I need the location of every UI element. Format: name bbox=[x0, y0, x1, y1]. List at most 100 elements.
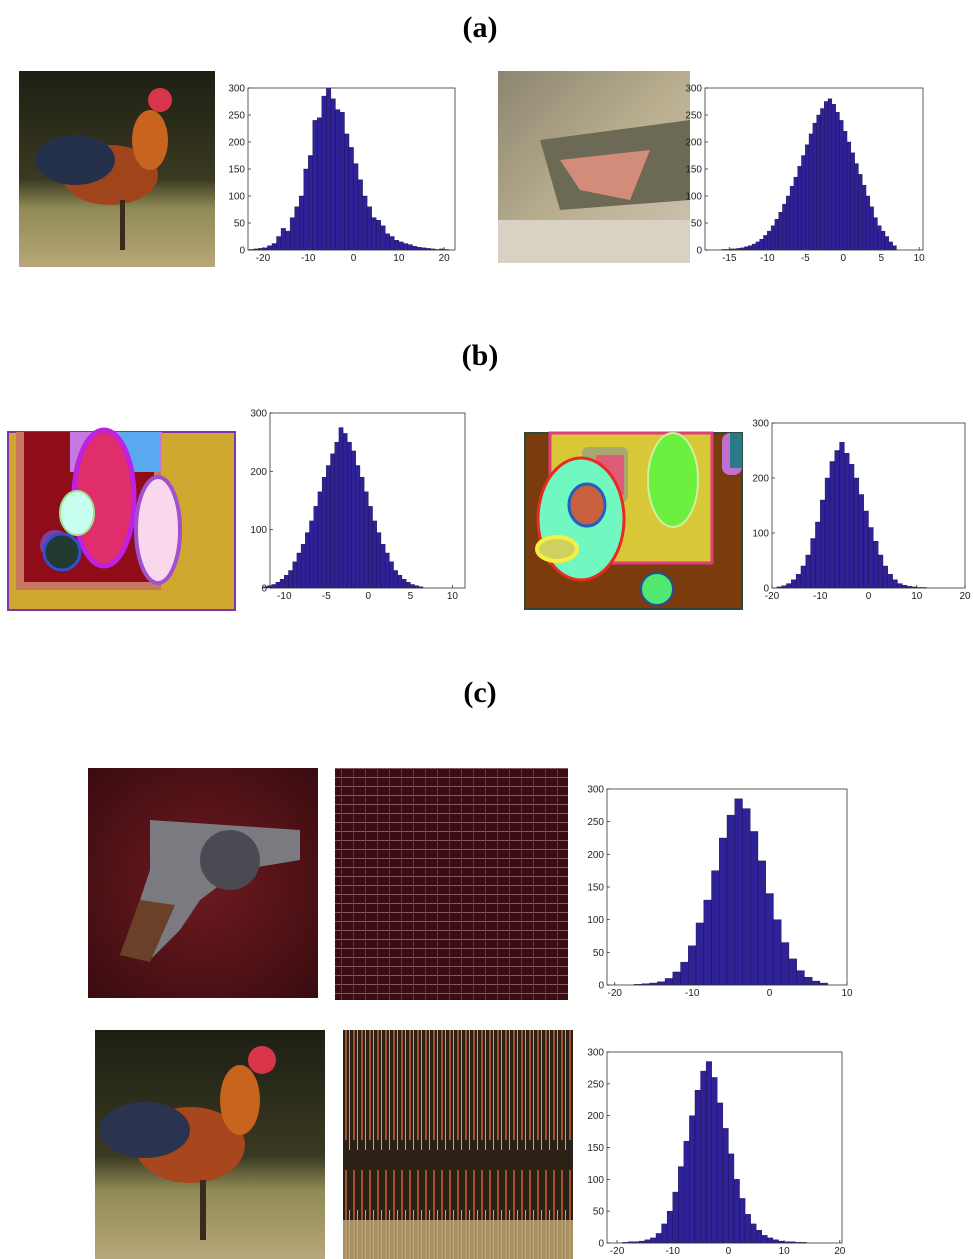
bar bbox=[806, 555, 811, 588]
bar bbox=[789, 959, 797, 985]
bar bbox=[734, 1179, 740, 1243]
x-tick-label: -10 bbox=[301, 253, 316, 264]
bar bbox=[888, 574, 893, 588]
bar bbox=[406, 582, 410, 588]
x-tick-label: 10 bbox=[914, 253, 926, 264]
y-tick-label: 200 bbox=[228, 138, 245, 149]
panel-label: (b) bbox=[462, 339, 499, 372]
x-tick-label: 5 bbox=[408, 591, 414, 602]
bar bbox=[277, 237, 282, 251]
bar bbox=[335, 442, 339, 588]
bar bbox=[665, 978, 673, 985]
x-tick-label: 5 bbox=[878, 253, 884, 264]
x-tick-label: 0 bbox=[840, 253, 846, 264]
bar bbox=[276, 582, 280, 588]
bar bbox=[740, 1198, 746, 1243]
image-shapes bbox=[8, 430, 235, 610]
y-tick-label: 250 bbox=[587, 1079, 604, 1090]
bar bbox=[398, 575, 402, 588]
bar bbox=[301, 544, 305, 588]
y-tick-label: 0 bbox=[261, 584, 267, 595]
bar bbox=[385, 553, 389, 588]
y-tick-label: 50 bbox=[691, 219, 703, 230]
bar bbox=[373, 521, 377, 588]
bar bbox=[684, 1141, 690, 1243]
y-tick-label: 200 bbox=[587, 1111, 604, 1122]
bar bbox=[284, 575, 288, 588]
bar bbox=[290, 218, 295, 250]
bar bbox=[331, 454, 335, 588]
bar bbox=[412, 246, 417, 250]
bar bbox=[304, 169, 309, 250]
bar bbox=[402, 579, 406, 588]
bar bbox=[864, 511, 869, 588]
bar bbox=[657, 982, 665, 985]
x-tick-label: 20 bbox=[834, 1246, 846, 1257]
bar bbox=[851, 153, 855, 250]
y-tick-label: 0 bbox=[598, 1239, 604, 1250]
bar bbox=[673, 1192, 679, 1243]
bar bbox=[889, 242, 893, 250]
bar bbox=[650, 1238, 656, 1243]
bar bbox=[773, 1240, 779, 1243]
image-streaks bbox=[343, 1030, 573, 1259]
image-gun bbox=[88, 768, 318, 998]
bar bbox=[728, 1154, 734, 1243]
bar bbox=[695, 1090, 701, 1243]
y-tick-label: 300 bbox=[250, 409, 267, 420]
bar bbox=[830, 462, 835, 589]
bar bbox=[335, 110, 340, 250]
x-tick-label: 10 bbox=[911, 591, 923, 602]
y-tick-label: 300 bbox=[587, 1048, 604, 1059]
y-tick-label: 200 bbox=[250, 467, 267, 478]
y-tick-label: 100 bbox=[587, 1175, 604, 1186]
x-tick-label: 10 bbox=[841, 988, 853, 999]
y-tick-label: 100 bbox=[752, 529, 769, 540]
y-tick-label: 200 bbox=[752, 474, 769, 485]
bar bbox=[748, 246, 752, 250]
bar bbox=[363, 196, 368, 250]
bar bbox=[704, 900, 712, 985]
bar bbox=[824, 102, 828, 251]
bar bbox=[817, 115, 821, 250]
bar bbox=[877, 226, 881, 250]
bar bbox=[885, 237, 889, 251]
bar bbox=[878, 555, 883, 588]
bar bbox=[859, 495, 864, 589]
x-tick-label: 0 bbox=[866, 591, 872, 602]
bar bbox=[372, 218, 377, 250]
bar bbox=[717, 1103, 723, 1243]
bar bbox=[322, 96, 327, 250]
bar bbox=[358, 180, 363, 250]
y-tick-label: 250 bbox=[228, 111, 245, 122]
bar bbox=[281, 228, 286, 250]
bar bbox=[723, 1128, 729, 1243]
bar bbox=[855, 164, 859, 250]
bar bbox=[893, 580, 898, 588]
x-tick-label: -20 bbox=[256, 253, 271, 264]
bar bbox=[356, 466, 360, 589]
x-tick-label: 0 bbox=[366, 591, 372, 602]
bar bbox=[267, 246, 272, 250]
bar bbox=[313, 120, 318, 250]
y-tick-label: 100 bbox=[587, 915, 604, 926]
bar bbox=[377, 533, 381, 588]
bar bbox=[771, 226, 775, 250]
y-tick-label: 0 bbox=[696, 246, 702, 257]
bar bbox=[902, 585, 907, 588]
bar bbox=[381, 226, 386, 250]
image-noise bbox=[335, 768, 568, 1000]
bar bbox=[389, 562, 393, 588]
y-tick-label: 150 bbox=[587, 883, 604, 894]
bar bbox=[779, 212, 783, 250]
x-tick-label: 10 bbox=[779, 1246, 791, 1257]
bar bbox=[794, 177, 798, 250]
bar bbox=[305, 533, 309, 588]
bar bbox=[847, 142, 851, 250]
bar bbox=[403, 244, 408, 250]
figure: (a) (b) (c) bbox=[0, 0, 973, 1259]
bar bbox=[870, 207, 874, 250]
bar bbox=[750, 831, 758, 985]
image-shapes bbox=[525, 433, 742, 609]
x-tick-label: -10 bbox=[760, 253, 775, 264]
